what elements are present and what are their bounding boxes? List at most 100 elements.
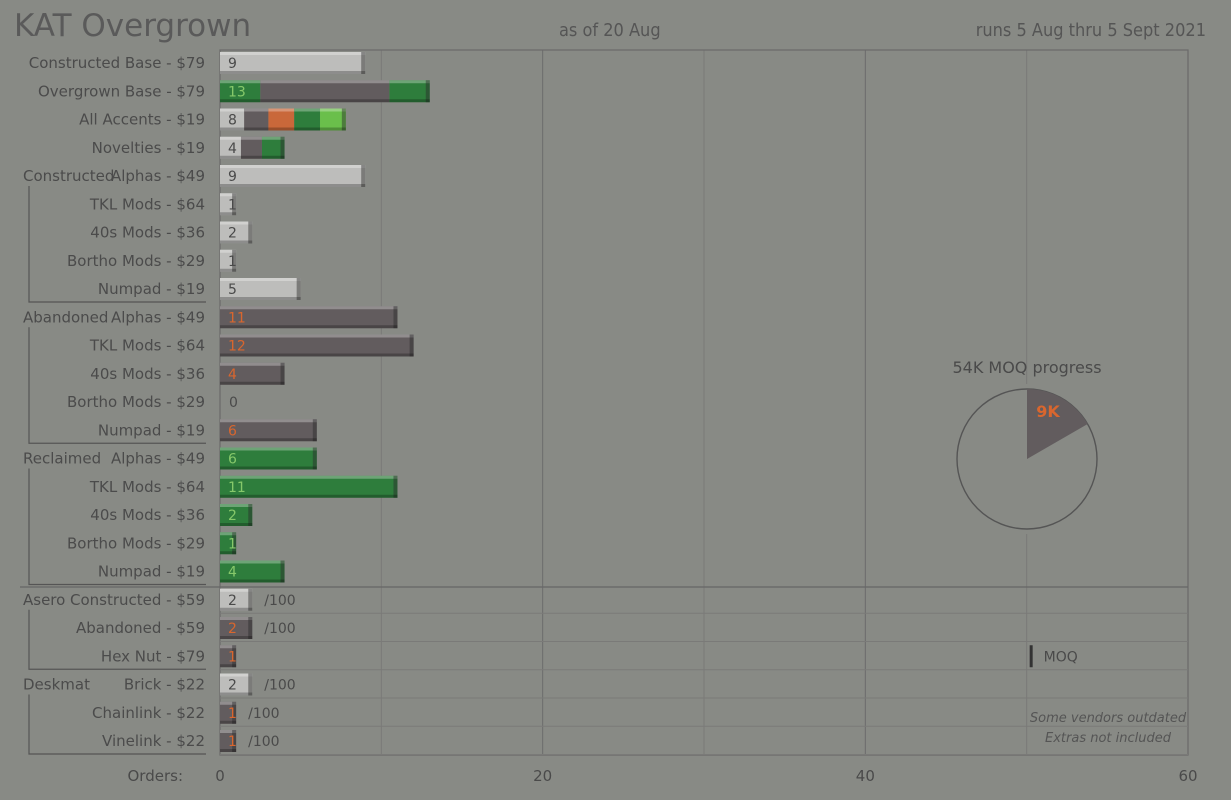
bar-segment [220, 701, 237, 724]
footnote: Some vendors outdated [1030, 711, 1187, 726]
bar-shadow [220, 99, 430, 103]
bar-value-label: 2 [228, 621, 237, 637]
bar-highlight [220, 532, 237, 536]
bar-segment [294, 108, 321, 131]
bar-highlight [220, 136, 241, 140]
bar-segment [220, 504, 253, 526]
bar-shadow [220, 127, 346, 131]
bar-segment [220, 560, 285, 583]
row-label: Constructed Base - $79 [29, 54, 205, 72]
bar-segment [220, 136, 241, 159]
bar-segment [220, 193, 237, 216]
bar-edge [248, 504, 253, 526]
row-label: Abandoned - $59 [76, 619, 205, 637]
bar-value-label: 4 [228, 367, 237, 383]
bar-value-label: 5 [228, 282, 237, 298]
bar-value-label: 6 [228, 452, 237, 468]
bar-shadow [220, 494, 398, 498]
bar-segment [240, 136, 262, 159]
bar-shadow [220, 155, 285, 159]
row-label: 40s Mods - $36 [90, 224, 205, 242]
x-tick-label: 60 [1178, 767, 1197, 785]
row-label: TKL Mods - $64 [89, 195, 205, 213]
bar-highlight [220, 165, 366, 168]
bar-edge [341, 108, 346, 131]
bar-highlight [389, 80, 430, 84]
bar-suffix-label: /100 [248, 734, 279, 750]
bar-suffix-label: /100 [264, 593, 295, 609]
bar-value-label: 4 [228, 141, 237, 157]
bar-shadow [220, 636, 253, 639]
bar-suffix-label: /100 [264, 621, 295, 637]
bar-highlight [220, 306, 398, 310]
bar-value-label: 2 [228, 226, 237, 242]
bar-shadow [220, 664, 237, 668]
bar-segment [220, 165, 366, 187]
bar-highlight [294, 108, 321, 112]
bar-value-label: 12 [228, 339, 246, 355]
bar-segment [220, 108, 245, 131]
bar-value-label: 4 [228, 565, 237, 581]
bar-edge [312, 447, 317, 470]
group-label: Constructed [23, 167, 114, 185]
bar-shadow [220, 438, 317, 442]
bar-shadow [220, 720, 237, 724]
bar-edge [232, 645, 237, 668]
bar-highlight [220, 221, 253, 225]
group-bracket [28, 694, 206, 755]
bar-highlight [244, 108, 269, 112]
bar-edge [312, 419, 317, 442]
bar-value-label: 1 [228, 254, 237, 270]
bar-segment [220, 673, 253, 696]
row-label: Overgrown Base - $79 [38, 82, 205, 100]
group-label: Deskmat [23, 676, 90, 694]
bar-highlight [268, 108, 295, 112]
row-label: Bortho Mods - $29 [67, 252, 205, 270]
row-label: Vinelink - $22 [102, 732, 205, 750]
bar-highlight [220, 504, 253, 507]
as-of-date: as of 20 Aug [559, 20, 661, 41]
bar-highlight [220, 362, 285, 366]
bar-shadow [220, 607, 253, 611]
bar-highlight [220, 560, 285, 564]
bar-edge [296, 278, 301, 300]
row-label: 40s Mods - $36 [90, 365, 205, 383]
chart-title: KAT Overgrown [14, 8, 252, 44]
bar-highlight [220, 193, 237, 197]
row-label: Hex Nut - $79 [101, 647, 205, 665]
bar-edge [248, 221, 253, 244]
bar-segment [220, 617, 253, 639]
bar-value-label: 2 [228, 593, 237, 609]
row-label: Alphas - $49 [111, 167, 205, 185]
row-label: TKL Mods - $64 [89, 478, 205, 496]
bar-edge [361, 165, 366, 187]
row-label: Alphas - $49 [111, 450, 205, 468]
bar-highlight [220, 52, 366, 55]
bar-highlight [261, 136, 285, 140]
bar-highlight [220, 701, 237, 705]
bar-segment [220, 221, 253, 244]
bar-highlight [220, 419, 317, 423]
bar-value-label: 9 [228, 169, 237, 185]
bar-shadow [220, 240, 253, 244]
bar-segment [220, 278, 301, 300]
pie-slice-label: 9K [1036, 402, 1060, 421]
moq-marker [1029, 645, 1033, 668]
bar-segment [220, 532, 237, 555]
bar-highlight [220, 730, 237, 733]
bar-highlight [220, 249, 237, 253]
pie-slice [1027, 389, 1088, 459]
bar-value-label: 2 [228, 678, 237, 694]
bar-segment [261, 136, 285, 159]
bar-edge [232, 193, 237, 216]
bar-edge [232, 249, 237, 272]
bar-segment [220, 475, 398, 498]
bar-highlight [220, 588, 253, 592]
bar-edge [248, 617, 253, 639]
bar-highlight [220, 80, 261, 84]
group-bracket [28, 468, 206, 586]
bar-highlight [220, 447, 317, 451]
row-label: Brick - $22 [124, 676, 205, 694]
bar-value-label: 11 [228, 310, 246, 326]
bar-segment [220, 588, 253, 611]
